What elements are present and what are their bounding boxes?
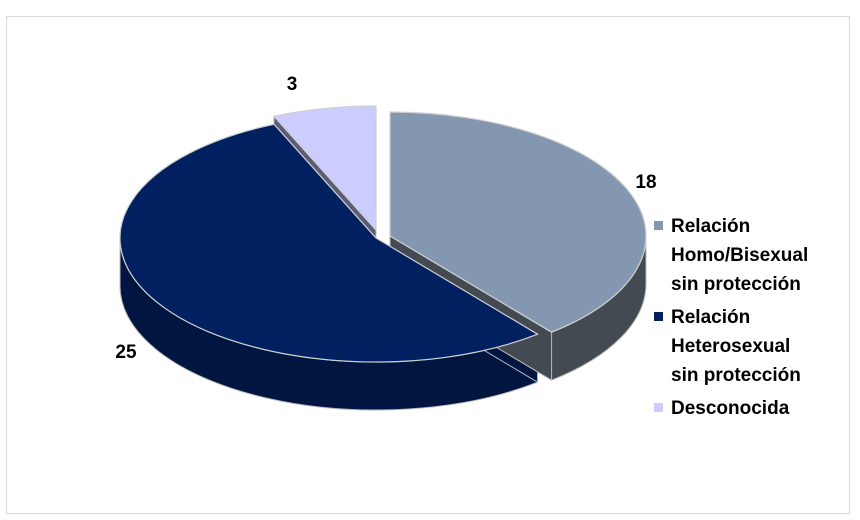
- legend: Relación Homo/Bisexual sin protección Re…: [654, 212, 844, 427]
- legend-swatch-heterosexual: [654, 312, 663, 321]
- pie-slice-heterosexual: [119, 123, 539, 363]
- legend-item-desconocida: Desconocida: [654, 394, 844, 423]
- legend-item-homo-bisexual: Relación Homo/Bisexual sin protección: [654, 212, 844, 299]
- data-label-homo-bisexual: 18: [635, 172, 656, 193]
- legend-item-heterosexual: Relación Heterosexual sin protección: [654, 303, 844, 390]
- pie-slice-desconocida: [272, 105, 377, 232]
- legend-label-heterosexual: Relación Heterosexual sin protección: [671, 307, 801, 386]
- data-label-heterosexual: 25: [115, 342, 137, 363]
- pie-slice-homo-bisexual: [389, 111, 647, 333]
- data-label-desconocida: 3: [287, 74, 298, 95]
- legend-swatch-desconocida: [654, 403, 663, 412]
- legend-label-homo-bisexual: Relación Homo/Bisexual sin protección: [671, 216, 809, 295]
- legend-swatch-homo-bisexual: [654, 221, 663, 230]
- legend-label-desconocida: Desconocida: [671, 398, 790, 419]
